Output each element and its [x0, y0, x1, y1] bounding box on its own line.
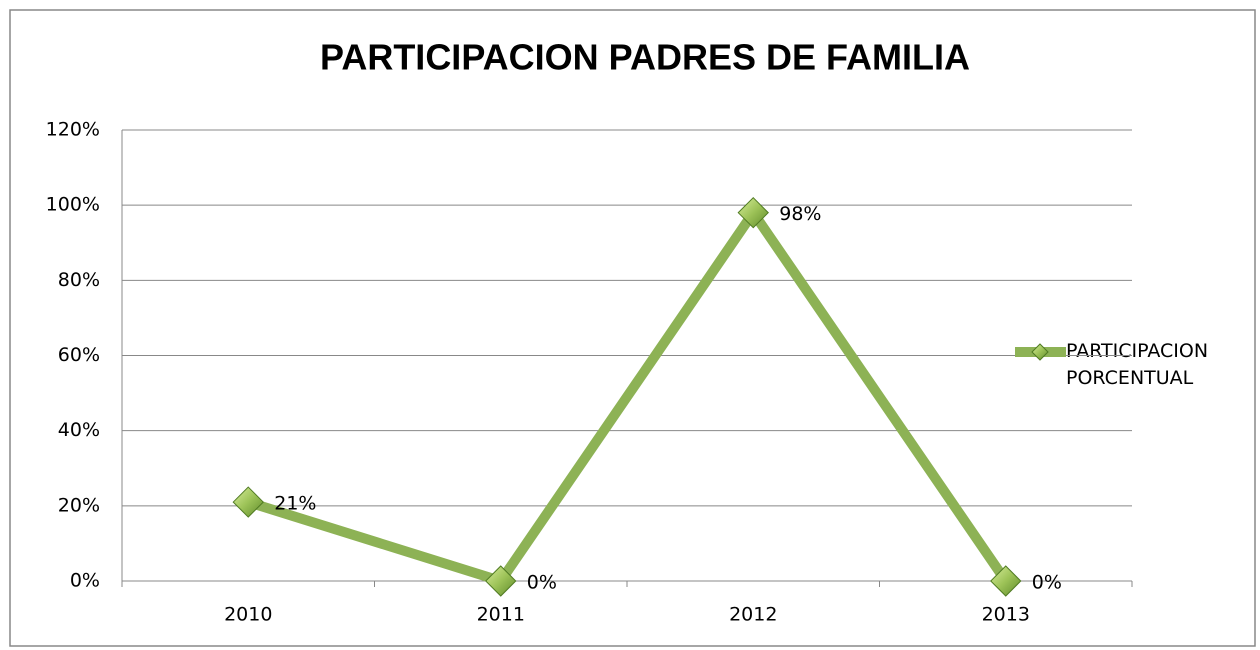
data-point: [990, 565, 1022, 597]
legend-label-box: PARTICIPACION PORCENTUAL: [1066, 340, 1209, 389]
chart-title: PARTICIPACION PADRES DE FAMILIA: [320, 37, 970, 78]
data-point: [232, 486, 264, 518]
y-tick-label: 20%: [58, 494, 100, 516]
x-tick-label: 2010: [224, 604, 272, 626]
x-tick-label: 2013: [982, 604, 1030, 626]
data-label: 98%: [779, 203, 821, 225]
y-tick-label: 60%: [58, 344, 100, 366]
y-tick-label: 0%: [70, 570, 100, 592]
data-point: [485, 565, 517, 597]
x-tick-label: 2012: [729, 604, 777, 626]
y-tick-label: 80%: [58, 269, 100, 291]
y-tick-label: 100%: [46, 194, 100, 216]
series-line: [246, 207, 1010, 586]
data-point: [737, 196, 769, 229]
legend-label: PARTICIPACION PORCENTUAL: [1066, 340, 1209, 389]
y-tick-label: 120%: [46, 119, 100, 141]
y-tick-label: 40%: [58, 419, 100, 441]
data-label: 21%: [274, 493, 316, 515]
x-tick-label: 2011: [477, 604, 525, 626]
chart-border: [9, 9, 1256, 647]
legend-marker: [1031, 343, 1049, 361]
data-label: 0%: [527, 572, 557, 594]
data-label: 0%: [1032, 572, 1062, 594]
